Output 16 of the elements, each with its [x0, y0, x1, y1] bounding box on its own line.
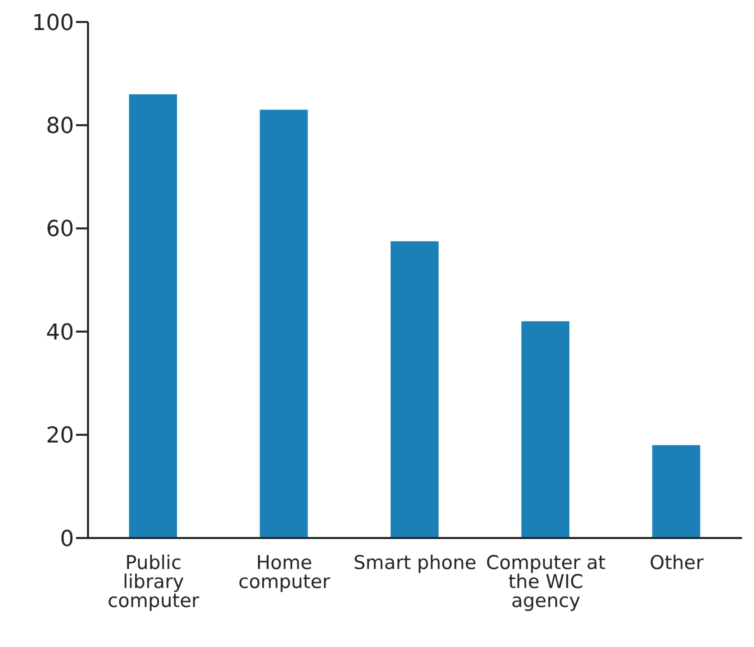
x-tick-label: Public library computer	[108, 552, 200, 612]
x-tick-label: Other	[650, 552, 704, 574]
y-tick-label: 80	[46, 114, 74, 140]
y-tick-label: 20	[46, 424, 74, 449]
y-tick-label: 100	[32, 10, 74, 36]
x-tick-label: Computer at the WIC agency	[486, 552, 606, 612]
bar	[260, 110, 308, 538]
y-tick-label: 40	[46, 320, 74, 346]
x-tick-label: Home computer	[238, 552, 330, 594]
bar	[129, 94, 177, 538]
bar	[521, 321, 570, 538]
y-tick-label: 60	[46, 217, 74, 242]
y-tick-label: 0	[60, 526, 74, 552]
x-tick-label: Smart phone	[354, 552, 476, 574]
bar	[390, 241, 439, 538]
bar	[652, 445, 700, 538]
